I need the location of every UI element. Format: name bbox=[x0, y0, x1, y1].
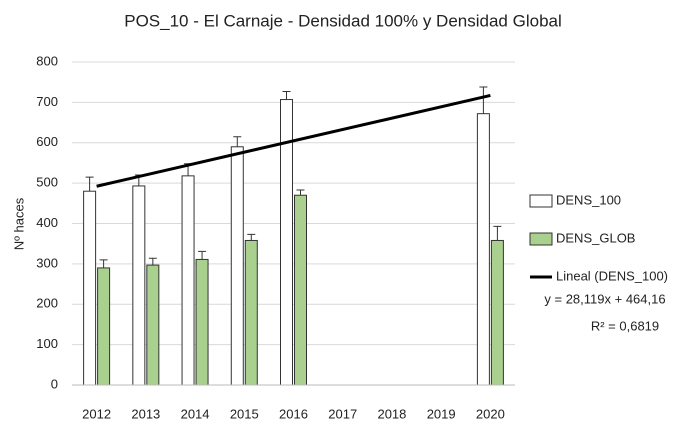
bar bbox=[476, 113, 490, 386]
error-bar bbox=[85, 176, 94, 192]
y-tick-label: 200 bbox=[36, 296, 58, 311]
y-tick-label: 400 bbox=[36, 215, 58, 230]
legend-label: Lineal (DENS_100) bbox=[556, 268, 668, 283]
x-tick-label: 2016 bbox=[279, 406, 308, 421]
y-tick-label: 500 bbox=[36, 175, 58, 190]
bar bbox=[83, 190, 97, 386]
trend-r2: R² = 0,6819 bbox=[591, 318, 659, 333]
y-axis-label: Nº haces bbox=[11, 197, 26, 250]
chart-title: POS_10 - El Carnaje - Densidad 100% y De… bbox=[124, 11, 562, 30]
legend-swatch bbox=[529, 232, 553, 246]
bar bbox=[97, 267, 111, 386]
y-tick-label: 300 bbox=[36, 255, 58, 270]
trend-equation: y = 28,119x + 464,16 bbox=[544, 291, 665, 306]
error-bar bbox=[493, 225, 502, 241]
legend-label: DENS_GLOB bbox=[556, 230, 635, 245]
x-tick-label: 2014 bbox=[181, 406, 210, 421]
x-tick-label: 2017 bbox=[328, 406, 357, 421]
x-tick-label: 2019 bbox=[427, 406, 456, 421]
error-bar bbox=[296, 189, 305, 196]
error-bar bbox=[282, 90, 291, 100]
error-bar bbox=[479, 86, 488, 114]
bar bbox=[195, 258, 209, 386]
bar bbox=[244, 239, 258, 386]
x-tick-label: 2012 bbox=[82, 406, 111, 421]
y-tick-label: 600 bbox=[36, 134, 58, 149]
legend-label: DENS_100 bbox=[556, 192, 621, 207]
bar bbox=[294, 194, 307, 386]
y-tick-label: 700 bbox=[36, 94, 58, 109]
error-bar bbox=[99, 259, 108, 268]
x-tick-label: 2020 bbox=[476, 406, 505, 421]
bar bbox=[181, 175, 195, 386]
trendline bbox=[96, 93, 491, 188]
bar bbox=[132, 185, 146, 386]
x-tick-label: 2013 bbox=[131, 406, 160, 421]
legend-swatch bbox=[529, 194, 553, 208]
error-bar bbox=[233, 136, 242, 147]
bar bbox=[490, 239, 504, 386]
error-bar bbox=[198, 250, 207, 260]
error-bar bbox=[247, 233, 256, 241]
x-tick-label: 2018 bbox=[377, 406, 406, 421]
bar bbox=[146, 264, 160, 386]
y-tick-label: 0 bbox=[51, 376, 58, 391]
y-tick-label: 800 bbox=[36, 53, 58, 68]
x-tick-label: 2015 bbox=[230, 406, 259, 421]
error-bar bbox=[148, 257, 157, 266]
bar bbox=[230, 146, 244, 386]
y-tick-label: 100 bbox=[36, 336, 58, 351]
